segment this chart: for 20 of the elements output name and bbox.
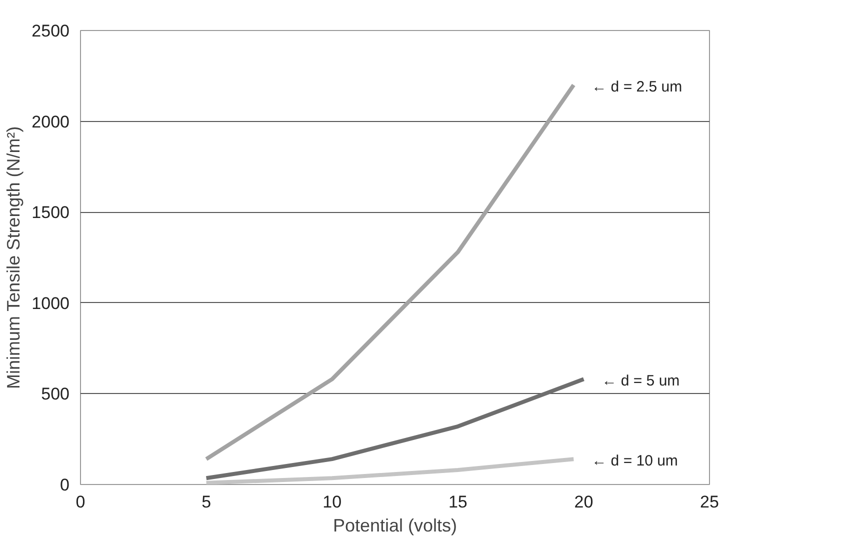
x-tick-label: 0	[76, 492, 86, 512]
x-axis-title: Potential (volts)	[332, 516, 458, 536]
line-series	[204, 377, 586, 480]
y-tick-label: 1000	[32, 294, 70, 313]
series-label: ← d = 2.5 um	[592, 78, 682, 96]
y-tick-label: 2000	[32, 112, 70, 132]
line-series	[204, 457, 576, 484]
x-tick-label: 20	[574, 492, 594, 512]
x-tick-label: 10	[322, 492, 342, 512]
x-tick-label: 15	[448, 492, 468, 512]
y-tick-label: 0	[60, 476, 70, 494]
y-tick-label: 2500	[32, 22, 70, 40]
series-label: ← d = 5 um	[602, 372, 680, 390]
line-series	[204, 82, 576, 462]
x-tick-label: 25	[700, 492, 719, 512]
y-tick-label: 1500	[32, 203, 70, 222]
x-tick-label: 5	[202, 492, 212, 512]
y-tick-label: 500	[41, 384, 70, 404]
series-label: ← d = 10 um	[592, 452, 678, 470]
y-axis-title: Minimum Tensile Strength (N/m²)	[4, 126, 24, 390]
